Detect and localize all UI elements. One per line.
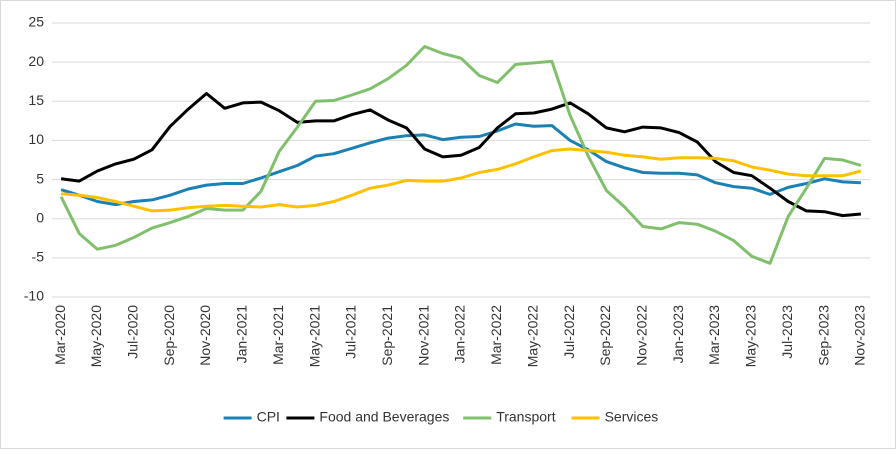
y-tick-label: 5 (36, 170, 44, 186)
x-tick-label: Mar-2020 (52, 305, 68, 365)
series-line (60, 147, 862, 213)
legend-label: CPI (257, 409, 280, 425)
x-tick-label: Jul-2020 (125, 305, 141, 359)
legend-label: Food and Beverages (319, 409, 449, 425)
x-tick-label: Nov-2020 (197, 305, 213, 366)
y-tick-label: -5 (32, 249, 45, 265)
x-tick-label: Mar-2022 (488, 305, 504, 365)
y-tick-label: 0 (36, 209, 44, 225)
x-tick-label: Mar-2023 (706, 305, 722, 365)
x-tick-label: Jul-2021 (343, 305, 359, 359)
x-tick-label: Mar-2021 (270, 305, 286, 365)
x-tick-label: Jan-2023 (670, 305, 686, 364)
legend-label: Services (605, 409, 659, 425)
x-tick-label: May-2023 (743, 305, 759, 367)
legend-label: Transport (496, 409, 556, 425)
y-tick-label: -10 (24, 288, 44, 304)
series-line (60, 92, 862, 218)
y-tick-label: 10 (28, 131, 44, 147)
x-tick-label: Jan-2022 (452, 305, 468, 364)
y-tick-label: 20 (28, 53, 44, 69)
y-tick-label: 25 (28, 14, 44, 30)
x-tick-label: Sep-2021 (379, 305, 395, 366)
x-tick-label: Sep-2023 (815, 305, 831, 366)
x-tick-label: Jan-2021 (234, 305, 250, 364)
x-tick-label: Jul-2023 (779, 305, 795, 359)
x-tick-label: Nov-2023 (852, 305, 868, 366)
x-tick-label: Nov-2021 (415, 305, 431, 366)
y-tick-label: 15 (28, 92, 44, 108)
x-tick-label: Jul-2022 (561, 305, 577, 359)
x-tick-label: May-2021 (306, 305, 322, 367)
x-tick-label: May-2020 (88, 305, 104, 367)
x-tick-label: Sep-2022 (597, 305, 613, 366)
x-tick-label: Nov-2022 (633, 305, 649, 366)
series-line (59, 45, 862, 265)
x-tick-label: May-2022 (524, 305, 540, 367)
series-line (60, 122, 861, 207)
x-tick-label: Sep-2020 (161, 305, 177, 366)
